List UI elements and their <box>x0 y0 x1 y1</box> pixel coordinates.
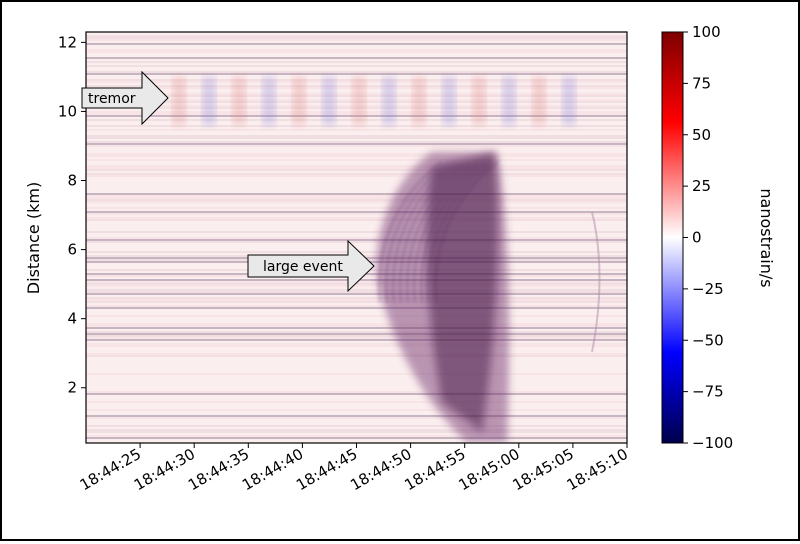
colorbar-tick-label: −75 <box>692 383 724 401</box>
y-tick-label: 10 <box>58 102 77 120</box>
colorbar-tick-label: −50 <box>692 331 724 349</box>
colorbar-tick-label: 25 <box>692 177 711 195</box>
x-tick-label: 18:44:55 <box>401 445 468 494</box>
colorbar-tick-label: 100 <box>692 23 721 41</box>
large-event-annotation: large event <box>263 259 343 275</box>
colorbar-axis: 100 75 50 25 0 −25 −50 −75 −100 <box>683 23 733 452</box>
x-tick-label: 18:44:40 <box>239 445 306 494</box>
y-tick-label: 8 <box>67 172 77 190</box>
x-tick-label: 18:44:25 <box>77 445 144 494</box>
x-tick-label: 18:45:10 <box>564 445 631 494</box>
x-axis: 18:44:2518:44:3018:44:3518:44:4018:44:45… <box>77 443 631 494</box>
y-axis-label: Distance (km) <box>24 182 43 294</box>
x-tick-label: 18:45:05 <box>510 445 577 494</box>
tremor-annotation: tremor <box>88 91 136 107</box>
y-axis: 2 4 6 8 10 12 <box>58 33 86 397</box>
x-tick-label: 18:44:30 <box>131 445 198 494</box>
y-tick-label: 2 <box>67 379 77 397</box>
x-tick-label: 18:44:50 <box>347 445 414 494</box>
y-tick-label: 12 <box>58 33 77 51</box>
colorbar-tick-label: 75 <box>692 74 711 92</box>
large-event-arrow: large event <box>247 239 375 293</box>
y-tick-label: 6 <box>67 241 77 259</box>
y-tick-label: 4 <box>67 310 77 328</box>
colorbar <box>661 31 684 444</box>
colorbar-tick-label: 0 <box>692 229 702 247</box>
colorbar-label: nanostrain/s <box>757 188 776 287</box>
x-tick-label: 18:44:35 <box>185 445 252 494</box>
x-tick-label: 18:44:45 <box>293 445 360 494</box>
tremor-arrow: tremor <box>81 70 169 126</box>
colorbar-tick-label: −25 <box>692 280 724 298</box>
x-tick-label: 18:45:00 <box>455 445 522 494</box>
large-event-signal <box>376 152 601 442</box>
tremor-band <box>172 76 576 126</box>
colorbar-tick-label: 50 <box>692 126 711 144</box>
colorbar-tick-label: −100 <box>692 434 733 452</box>
